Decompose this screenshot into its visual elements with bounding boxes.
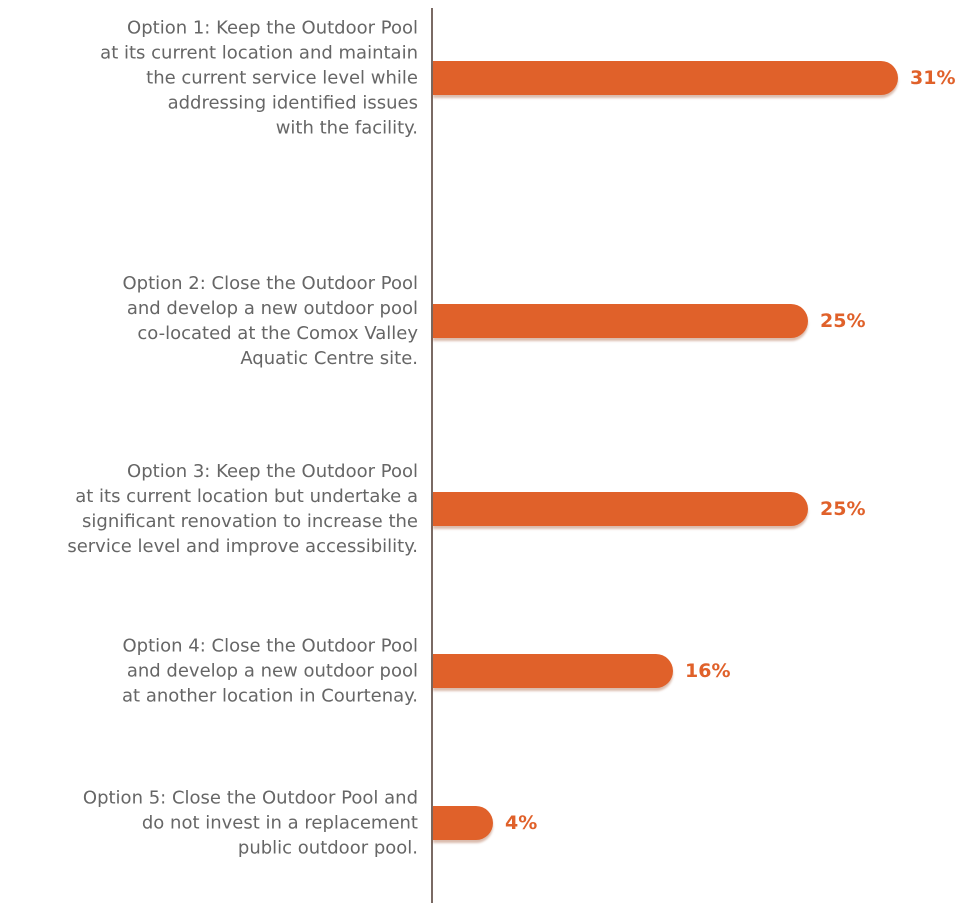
bar — [433, 61, 898, 95]
category-label: Option 5: Close the Outdoor Pool and do … — [82, 787, 418, 859]
category-label: Option 3: Keep the Outdoor Pool at its c… — [67, 461, 418, 557]
axis-line — [431, 8, 433, 903]
bar — [433, 806, 493, 840]
value-label: 16% — [685, 660, 731, 682]
bar — [433, 654, 673, 688]
category-label: Option 1: Keep the Outdoor Pool at its c… — [100, 17, 418, 139]
category-label: Option 4: Close the Outdoor Pool and dev… — [122, 635, 418, 707]
category-label: Option 2: Close the Outdoor Pool and dev… — [122, 273, 419, 369]
value-label: 25% — [820, 498, 866, 520]
bar — [433, 492, 808, 526]
value-label: 25% — [820, 310, 866, 332]
bar — [433, 304, 808, 338]
value-label: 4% — [505, 812, 538, 834]
value-label: 31% — [910, 67, 956, 89]
